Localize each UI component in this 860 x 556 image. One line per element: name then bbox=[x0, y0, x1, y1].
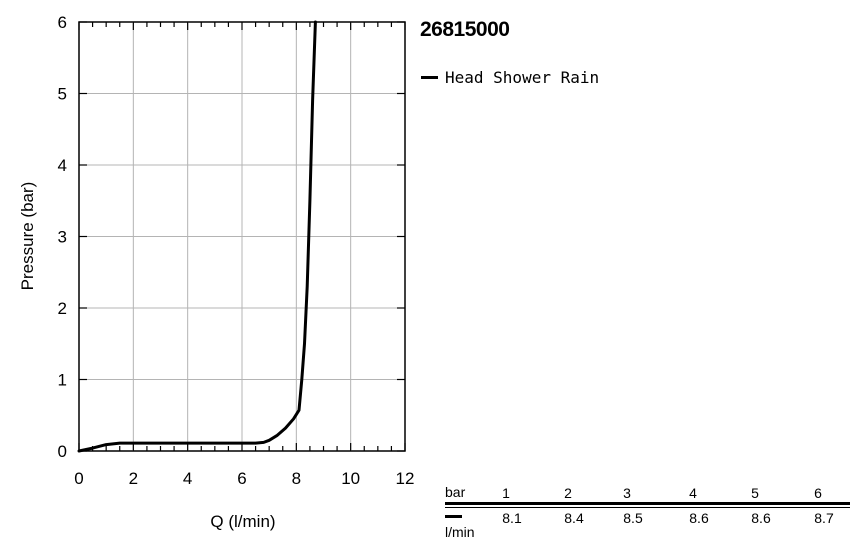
table-flow-cell: 8.6 bbox=[751, 510, 771, 526]
table-row-label-bar: bar bbox=[445, 484, 466, 500]
chart-title: 26815000 bbox=[420, 18, 510, 41]
table-flow-cell: 8.4 bbox=[564, 510, 584, 526]
legend-swatch bbox=[421, 76, 438, 79]
table-bar-cell: 5 bbox=[751, 485, 759, 501]
y-tick-label: 6 bbox=[58, 13, 67, 32]
table-bar-cell: 3 bbox=[623, 485, 631, 501]
table-flow-cell: 8.1 bbox=[502, 510, 522, 526]
table-divider-thick bbox=[445, 502, 850, 505]
y-tick-label: 2 bbox=[58, 299, 67, 318]
series-line-head-shower-rain bbox=[77, 20, 317, 453]
y-tick-label: 1 bbox=[58, 371, 67, 390]
table-flow-cell: 8.6 bbox=[689, 510, 709, 526]
y-tick-label: 4 bbox=[58, 156, 67, 175]
table-bar-cell: 4 bbox=[689, 485, 697, 501]
y-axis-label: Pressure (bar) bbox=[18, 182, 37, 291]
x-tick-label: 10 bbox=[341, 469, 360, 488]
x-tick-label: 2 bbox=[129, 469, 138, 488]
x-axis-label: Q (l/min) bbox=[210, 512, 275, 531]
legend-label: Head Shower Rain bbox=[445, 68, 600, 87]
legend: Head Shower Rain bbox=[421, 68, 599, 87]
x-tick-label: 0 bbox=[74, 469, 83, 488]
table-flow-cell: 8.5 bbox=[623, 510, 643, 526]
table-bar-cell: 1 bbox=[502, 485, 510, 501]
x-tick-label: 8 bbox=[292, 469, 301, 488]
y-tick-label: 0 bbox=[58, 442, 67, 461]
table-flow-cell: 8.7 bbox=[814, 510, 834, 526]
table-bar-cell: 2 bbox=[564, 485, 572, 501]
x-tick-label: 6 bbox=[237, 469, 246, 488]
table-series-swatch bbox=[445, 515, 462, 518]
y-tick-label: 3 bbox=[58, 228, 67, 247]
table-divider-thin bbox=[445, 507, 850, 508]
pressure-flow-table: bar l/min 1 2 3 4 5 6 8.1 8.4 8.5 8.6 8.… bbox=[445, 484, 850, 544]
table-bar-cell: 6 bbox=[814, 485, 822, 501]
table-row-label-flow: l/min bbox=[445, 524, 475, 540]
x-tick-label: 4 bbox=[183, 469, 192, 488]
x-tick-label: 12 bbox=[396, 469, 415, 488]
y-tick-label: 5 bbox=[58, 85, 67, 104]
